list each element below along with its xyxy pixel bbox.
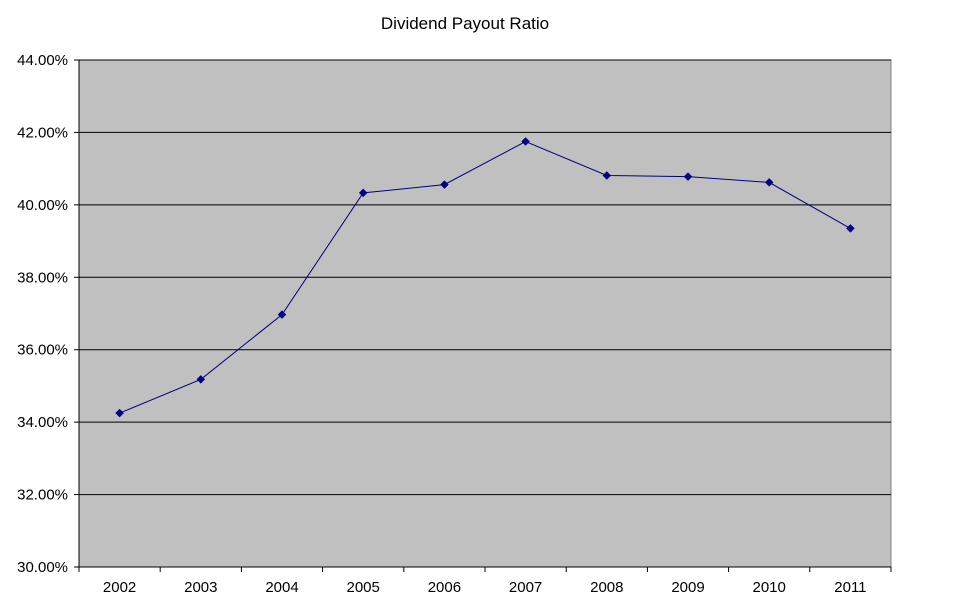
x-tick-label: 2007 — [509, 579, 542, 596]
x-tick-label: 2009 — [671, 579, 704, 596]
y-tick-label: 44.00% — [17, 52, 68, 69]
x-tick-label: 2003 — [184, 579, 217, 596]
data-point — [440, 180, 449, 189]
series-line — [119, 140, 851, 414]
y-tick-label: 38.00% — [17, 269, 68, 286]
grid-lines — [79, 59, 891, 496]
y-tick-label: 42.00% — [17, 124, 68, 141]
x-tick-label: 2004 — [265, 579, 298, 596]
data-point — [683, 172, 693, 181]
data-point — [521, 137, 530, 146]
y-tick-label: 30.00% — [17, 559, 68, 576]
x-tick-label: 2011 — [834, 579, 866, 596]
y-axis-labels: 30.00% 32.00% 34.00% 36.00% 38.00% 40.00% 42.0… — [17, 52, 68, 576]
x-tick-label: 2002 — [103, 579, 136, 596]
data-point — [846, 224, 855, 233]
y-tick-label: 40.00% — [17, 197, 68, 214]
y-tick-label: 36.00% — [17, 342, 68, 359]
x-tick-label: 2006 — [428, 579, 461, 596]
plot-area — [78, 59, 892, 568]
data-point — [196, 375, 206, 384]
axes — [74, 59, 892, 572]
chart-title: Dividend Payout Ratio — [380, 14, 550, 33]
series-group — [115, 137, 855, 418]
data-point — [358, 188, 368, 198]
x-axis-labels: 2002 2003 2004 2005 2006 2007 2008 2009 2010 2011 — [103, 579, 867, 596]
data-point — [277, 310, 287, 319]
x-tick-label: 2008 — [590, 579, 623, 596]
data-point — [764, 178, 774, 187]
x-tick-label: 2005 — [347, 579, 380, 596]
x-tick-label: 2010 — [753, 579, 786, 596]
y-tick-label: 34.00% — [17, 414, 68, 431]
y-tick-label: 32.00% — [17, 487, 68, 504]
data-point — [115, 408, 124, 418]
data-point — [602, 171, 612, 180]
